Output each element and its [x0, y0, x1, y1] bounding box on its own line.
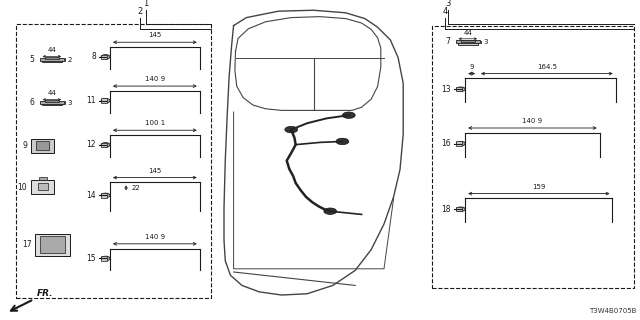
Circle shape [285, 126, 298, 133]
Text: 10: 10 [17, 183, 27, 192]
Text: 14: 14 [86, 191, 96, 200]
Text: 164.5: 164.5 [537, 64, 557, 70]
Text: 145: 145 [148, 168, 161, 174]
Circle shape [101, 193, 110, 197]
Bar [40, 101, 64, 104]
Bar [31, 180, 54, 194]
Text: 11: 11 [86, 96, 96, 105]
Text: 13: 13 [442, 85, 451, 94]
Bar [101, 193, 107, 197]
Bar [101, 99, 107, 103]
Circle shape [324, 208, 337, 214]
Bar [456, 87, 462, 92]
Bar [40, 236, 65, 253]
Bar [16, 24, 211, 298]
Bar [45, 100, 59, 102]
Text: 44: 44 [47, 47, 56, 53]
Text: 9: 9 [469, 64, 474, 70]
Bar [461, 40, 475, 42]
Circle shape [101, 143, 110, 147]
Text: 159: 159 [532, 184, 545, 190]
Text: 7: 7 [445, 37, 450, 46]
Text: 3: 3 [68, 100, 72, 106]
Text: 44: 44 [47, 90, 56, 96]
Text: 6: 6 [29, 98, 34, 107]
Text: 140 9: 140 9 [522, 118, 543, 124]
Text: 16: 16 [442, 139, 451, 148]
Bar [456, 40, 480, 43]
Bar [38, 183, 48, 190]
Text: 5: 5 [29, 55, 34, 64]
Text: 12: 12 [86, 140, 96, 149]
Text: 4: 4 [442, 7, 447, 16]
Bar [101, 55, 107, 59]
Text: 100 1: 100 1 [145, 120, 165, 126]
Bar [432, 26, 634, 288]
Bar [36, 141, 49, 150]
Text: 145: 145 [148, 32, 161, 38]
Bar [45, 57, 59, 59]
Circle shape [336, 138, 349, 145]
Text: T3W4B0705B: T3W4B0705B [589, 308, 637, 314]
Bar [40, 58, 64, 61]
Text: 1: 1 [143, 0, 148, 8]
Bar [101, 143, 107, 147]
Bar [456, 207, 462, 212]
Bar [458, 42, 478, 45]
Circle shape [101, 256, 110, 261]
Bar [39, 177, 47, 180]
Text: 18: 18 [442, 205, 451, 214]
Bar [101, 256, 107, 261]
Circle shape [456, 141, 465, 146]
Bar [42, 59, 62, 62]
Text: 140 9: 140 9 [145, 234, 165, 240]
Circle shape [456, 207, 465, 212]
Text: 17: 17 [22, 240, 31, 249]
Text: 44: 44 [463, 29, 472, 36]
Bar [456, 141, 462, 146]
Circle shape [342, 112, 355, 118]
Bar [31, 139, 54, 153]
Circle shape [456, 87, 465, 92]
Text: 2: 2 [68, 57, 72, 63]
Text: 2: 2 [137, 7, 142, 16]
Bar [42, 102, 62, 106]
Text: 9: 9 [22, 141, 27, 150]
Text: 8: 8 [92, 52, 96, 61]
Bar [35, 234, 70, 256]
Text: 15: 15 [86, 254, 96, 263]
Text: 22: 22 [131, 185, 140, 191]
Text: 140 9: 140 9 [145, 76, 165, 82]
Text: 3: 3 [484, 39, 488, 45]
Text: FR.: FR. [37, 289, 54, 298]
Circle shape [101, 55, 110, 59]
Circle shape [101, 99, 110, 103]
Text: 3: 3 [445, 0, 451, 8]
